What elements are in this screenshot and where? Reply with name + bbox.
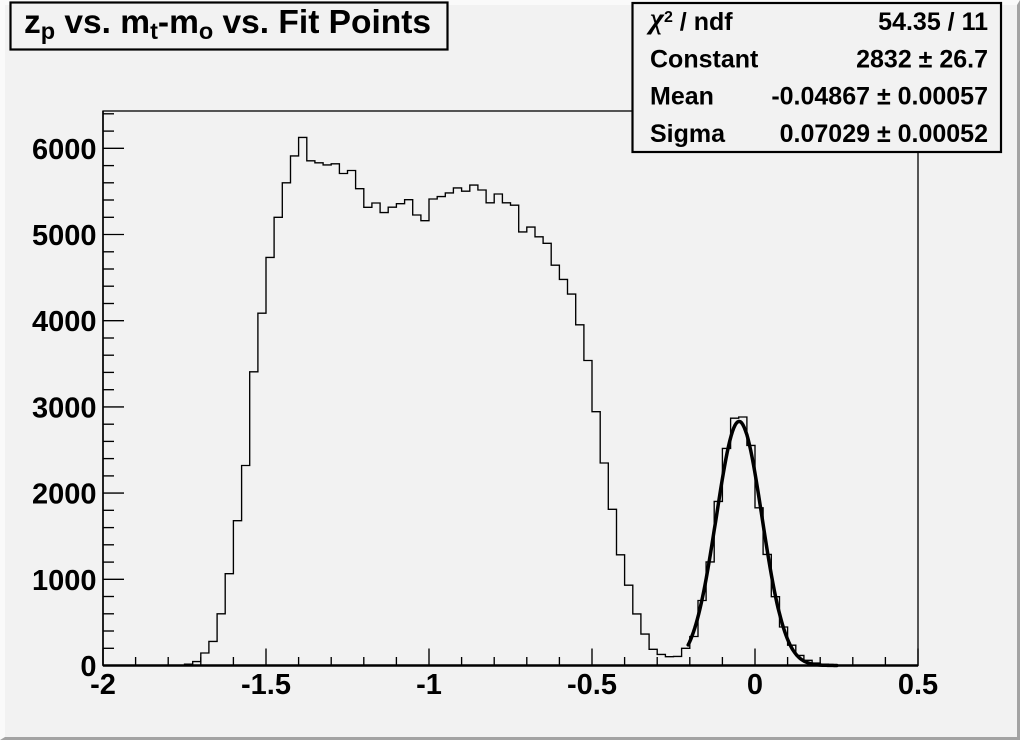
svg-text:-0.5: -0.5 <box>567 669 617 701</box>
svg-text:4000: 4000 <box>32 306 97 338</box>
svg-text:3000: 3000 <box>32 392 97 424</box>
svg-text:0.5: 0.5 <box>898 669 938 701</box>
svg-text:-1.5: -1.5 <box>241 669 291 701</box>
svg-text:6000: 6000 <box>32 134 97 166</box>
svg-text:Constant: Constant <box>650 46 759 74</box>
svg-text:0.07029 ± 0.00052: 0.07029 ± 0.00052 <box>780 120 988 148</box>
svg-text:5000: 5000 <box>32 220 97 252</box>
svg-text:2000: 2000 <box>32 479 97 511</box>
svg-text:0: 0 <box>747 669 763 701</box>
svg-text:2832 ± 26.7: 2832 ± 26.7 <box>856 46 988 74</box>
svg-text:0: 0 <box>80 651 96 683</box>
svg-text:-1: -1 <box>416 669 442 701</box>
svg-text:Sigma: Sigma <box>650 120 726 148</box>
svg-text:1000: 1000 <box>32 565 97 597</box>
svg-text:-0.04867 ± 0.00057: -0.04867 ± 0.00057 <box>771 83 988 111</box>
svg-text:54.35 / 11: 54.35 / 11 <box>878 8 988 36</box>
svg-text:-2: -2 <box>90 669 116 701</box>
svg-text:zp vs. mt-mo vs. Fit Points: zp vs. mt-mo vs. Fit Points <box>24 4 431 44</box>
svg-text:Mean: Mean <box>650 83 714 111</box>
svg-text:χ2 / ndf: χ2 / ndf <box>646 2 733 36</box>
